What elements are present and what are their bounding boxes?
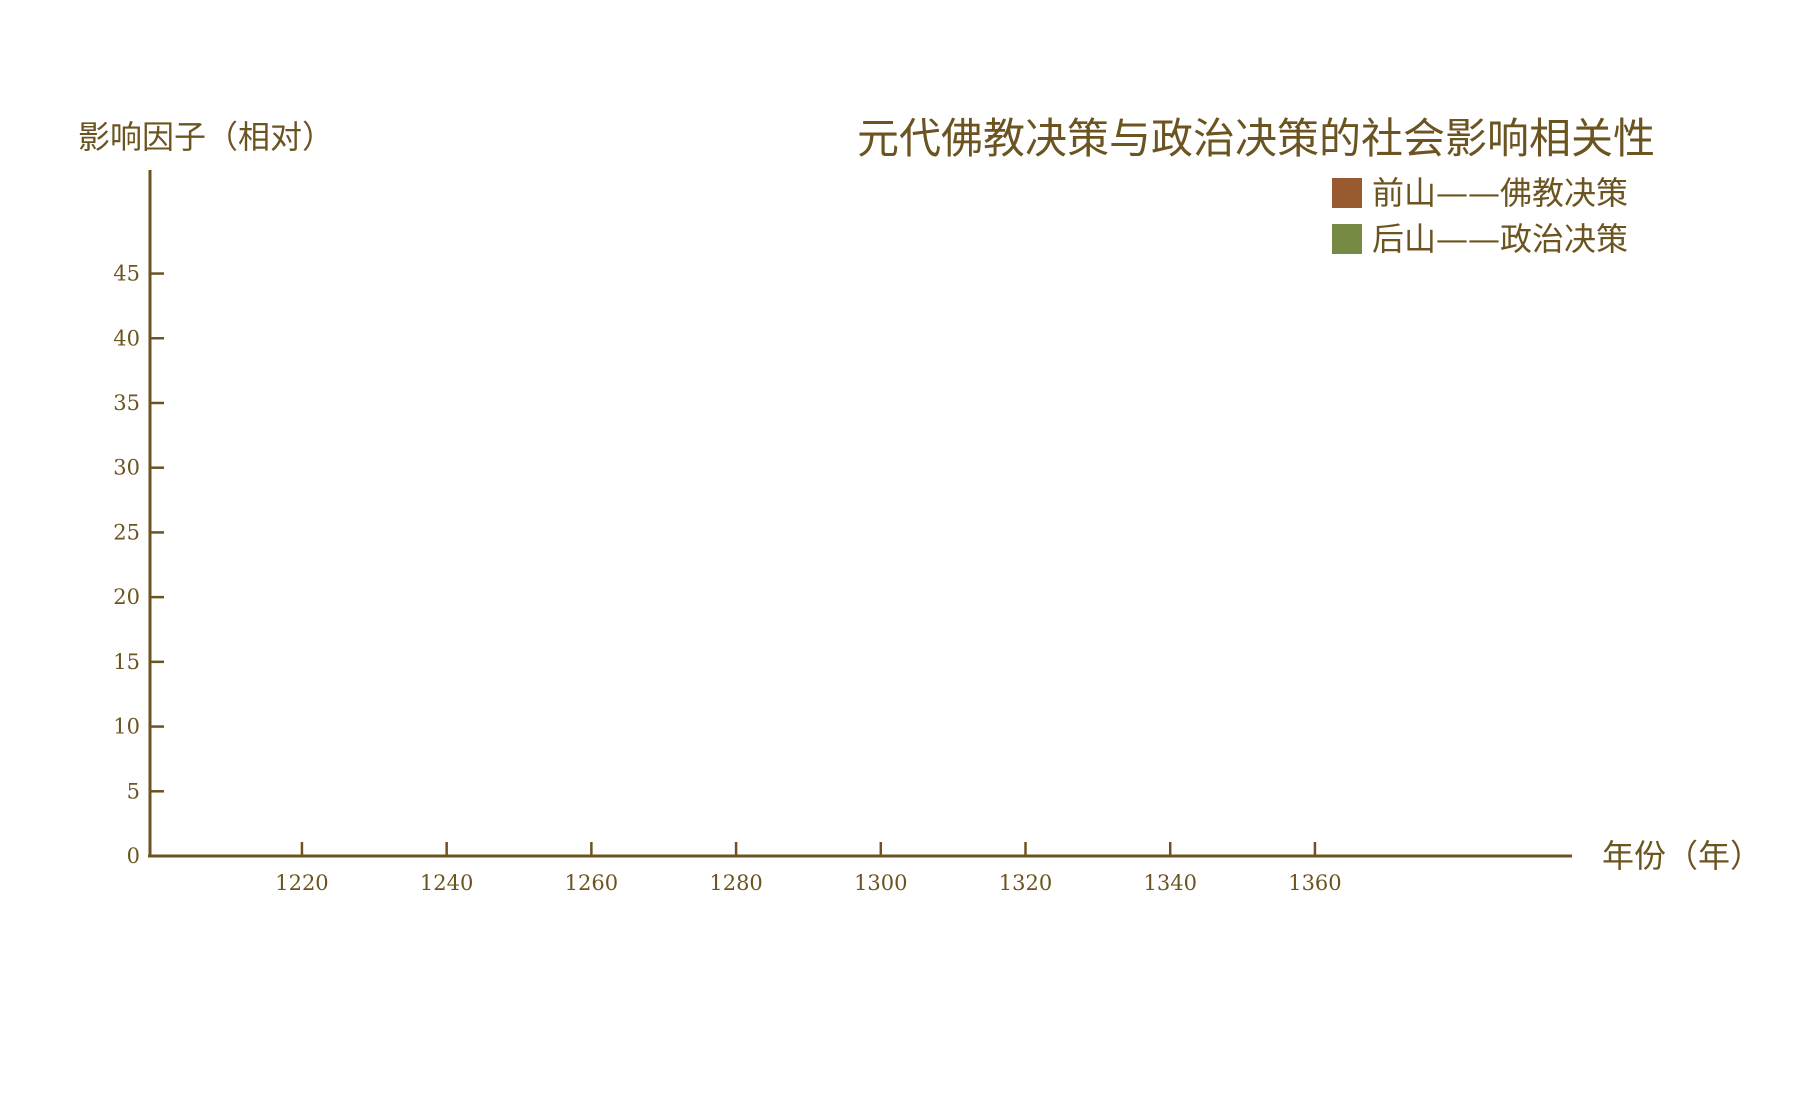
x-tick-label: 1320 [999,871,1052,895]
y-axis-ticks: 0 5 10 15 20 25 30 35 40 45 [113,262,164,868]
legend-label: 后山——政治决策 [1372,220,1628,258]
x-tick-label: 1300 [854,871,907,895]
x-axis-title: 年份（年） [1602,837,1762,875]
x-tick-label: 1360 [1288,871,1341,895]
x-tick-label: 1220 [275,871,328,895]
y-tick-label: 15 [113,650,140,674]
y-tick-label: 20 [113,585,140,609]
x-tick-label: 1280 [709,871,762,895]
legend-label: 前山——佛教决策 [1372,174,1628,212]
y-tick-label: 25 [113,520,140,544]
x-tick-label: 1240 [420,871,473,895]
legend-swatch [1332,178,1362,208]
x-tick-label: 1340 [1143,871,1196,895]
x-axis-ticks: 1220 1240 1260 1280 1300 1320 1340 1360 [275,842,1342,895]
y-tick-label: 30 [113,456,140,480]
y-tick-label: 40 [113,326,140,350]
y-tick-label: 5 [127,779,140,803]
chart-title: 元代佛教决策与政治决策的社会影响相关性 [857,114,1655,163]
y-tick-label: 10 [113,715,140,739]
legend-swatch [1332,224,1362,254]
x-tick-label: 1260 [565,871,618,895]
y-axis-title: 影响因子（相对） [78,118,334,156]
y-tick-label: 35 [113,391,140,415]
y-tick-label: 45 [113,262,140,286]
y-tick-label: 0 [127,844,140,868]
